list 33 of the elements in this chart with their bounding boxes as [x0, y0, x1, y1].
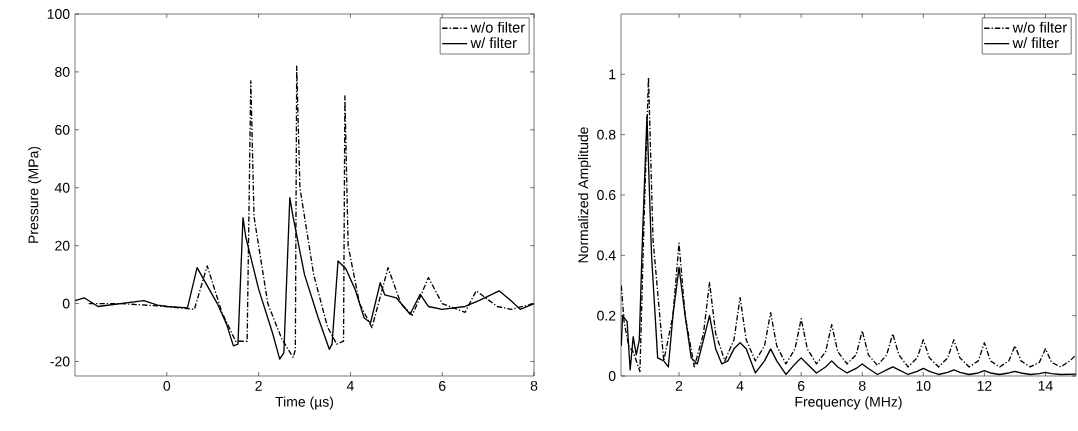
- x-tick-label: 12: [977, 380, 992, 391]
- y-tick-label: 40: [54, 182, 70, 193]
- legend-label: w/ filter: [1012, 37, 1059, 49]
- y-tick-label: 60: [55, 124, 70, 135]
- x-axis-title: Frequency (MHz): [795, 396, 902, 410]
- y-tick-label: 80: [55, 66, 70, 77]
- y-tick-label: 0.8: [597, 129, 616, 140]
- x-tick-label: 2: [675, 380, 683, 391]
- legend-label: w/o filter: [1012, 21, 1067, 33]
- x-tick-label: 4: [346, 380, 354, 391]
- x-tick-label: 0: [163, 380, 171, 391]
- y-tick-label: -20: [50, 356, 70, 367]
- x-tick-label: 4: [736, 380, 744, 391]
- x-tick-label: 6: [439, 380, 446, 391]
- y-tick-label: 0.4: [597, 250, 616, 261]
- x-tick-label: 6: [797, 380, 805, 391]
- x-axis-title: Time (µs): [275, 396, 334, 410]
- y-axis-title: Normalized Amplitude: [577, 127, 592, 263]
- x-tick-label: 8: [530, 380, 538, 391]
- x-tick-label: 10: [916, 380, 931, 391]
- y-tick-label: 0.2: [597, 310, 616, 321]
- y-tick-label: 0: [62, 298, 70, 309]
- x-tick-label: 2: [255, 380, 262, 391]
- y-tick-label: 20: [55, 240, 70, 251]
- y-tick-label: 0.6: [597, 190, 616, 200]
- legend-label: w/o filter: [470, 21, 525, 33]
- legend-label: w/ filter: [470, 37, 517, 49]
- x-tick-label: 14: [1038, 380, 1053, 391]
- y-axis-title: Pressure (MPa): [28, 146, 42, 243]
- y-tick-label: 100: [47, 9, 70, 19]
- y-tick-label: 1: [609, 69, 616, 80]
- y-tick-label: 0: [608, 371, 616, 381]
- x-tick-label: 8: [858, 380, 866, 391]
